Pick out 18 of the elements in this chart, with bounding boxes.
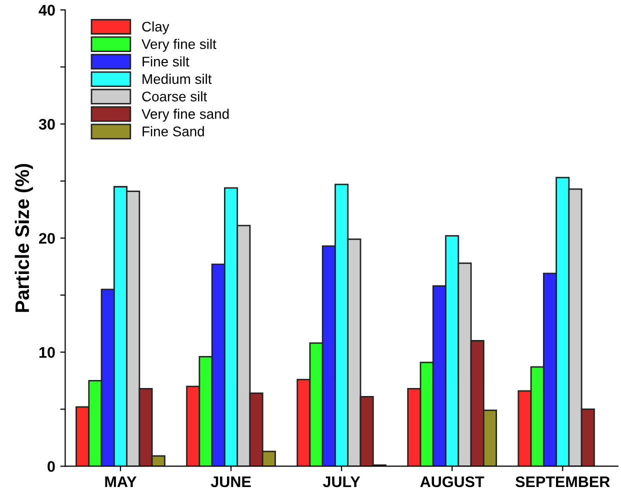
x-tick-label: JULY xyxy=(322,476,360,488)
legend-label: Very fine sand xyxy=(142,108,229,122)
legend-label: Fine silt xyxy=(142,56,190,67)
x-tick-label: JUNE xyxy=(210,476,251,488)
x-tick-label: SEPTEMBER xyxy=(516,476,610,488)
legend-label: Clay xyxy=(142,21,170,34)
x-tick-label: MAY xyxy=(105,476,137,488)
y-tick-label: 30 xyxy=(38,118,55,130)
y-tick-label: 20 xyxy=(39,232,55,244)
y-tick-label: 0 xyxy=(48,461,55,472)
y-tick-label: 40 xyxy=(38,4,55,16)
legend-label: Coarse silt xyxy=(142,91,208,102)
y-tick-label: 10 xyxy=(39,347,55,358)
legend-label: Very fine silt xyxy=(142,38,216,52)
legend-label: Medium silt xyxy=(142,74,212,84)
legend-label: Fine Sand xyxy=(142,126,204,136)
x-tick-label: AUGUST xyxy=(420,476,484,488)
y-axis-title: Particle Size (%) xyxy=(14,164,33,312)
